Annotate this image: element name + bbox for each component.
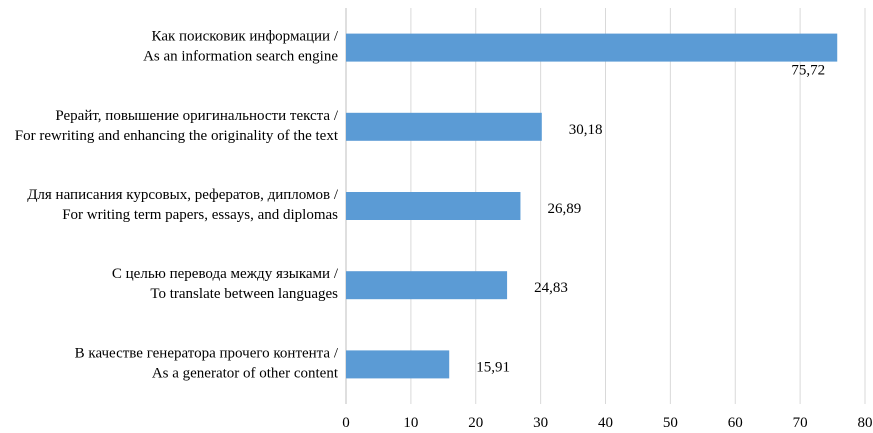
category-label: Рерайт, повышение оригинальности текста …: [55, 108, 338, 124]
category-label: For writing term papers, essays, and dip…: [62, 207, 338, 223]
data-label: 24,83: [534, 280, 568, 296]
category-label: As an information search engine: [143, 49, 338, 65]
bar: [346, 350, 450, 379]
x-tick-label: 30: [533, 415, 548, 431]
bars: [346, 33, 838, 379]
category-label: С целью перевода между языками /: [112, 266, 339, 282]
x-axis-ticks: 0 10 20 30 40 50 60 70 80: [342, 415, 872, 431]
category-label: As a generator of other content: [152, 365, 339, 381]
x-tick-label: 60: [728, 415, 743, 431]
x-tick-label: 80: [858, 415, 873, 431]
bar: [346, 271, 508, 300]
category-label: For rewriting and enhancing the original…: [15, 128, 339, 144]
data-label: 75,72: [791, 63, 825, 79]
bar: [346, 112, 542, 141]
bar: [346, 192, 521, 220]
category-label: Как поисковик информации /: [152, 29, 339, 45]
x-tick-label: 10: [403, 415, 418, 431]
category-label: Для написания курсовых, рефератов, дипло…: [27, 187, 339, 203]
x-tick-label: 50: [663, 415, 678, 431]
x-tick-label: 40: [598, 415, 613, 431]
data-label: 30,18: [569, 122, 603, 138]
bar: [346, 33, 838, 62]
data-label: 15,91: [476, 359, 510, 375]
category-labels: Как поисковик информации / As an informat…: [15, 29, 339, 382]
category-label: В качестве генератора прочего контента /: [75, 345, 339, 361]
x-tick-label: 20: [468, 415, 483, 431]
category-label: To translate between languages: [150, 286, 338, 302]
data-labels: 75,72 30,18 26,89 24,83 15,91: [476, 63, 825, 376]
x-tick-label: 70: [793, 415, 808, 431]
x-tick-label: 0: [342, 415, 350, 431]
data-label: 26,89: [547, 201, 581, 217]
